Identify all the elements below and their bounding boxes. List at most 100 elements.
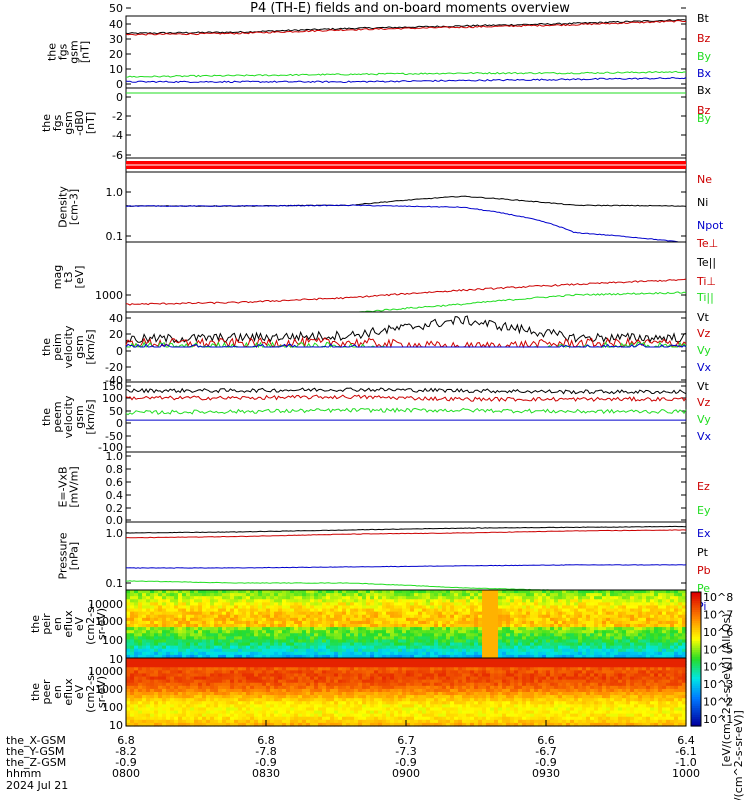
heat-cell bbox=[186, 593, 191, 597]
heat-cell bbox=[314, 651, 319, 656]
heat-cell bbox=[634, 685, 639, 690]
ylabel-peim_velocity-3: gsm bbox=[73, 335, 86, 358]
heat-cell bbox=[402, 676, 407, 681]
heat-cell bbox=[390, 642, 395, 647]
heat-cell bbox=[254, 633, 259, 637]
heat-cell bbox=[374, 676, 379, 681]
heat-cell bbox=[522, 620, 527, 625]
heat-cell bbox=[482, 692, 487, 696]
heat-cell bbox=[174, 614, 179, 619]
heat-cell bbox=[422, 645, 427, 650]
heat-cell bbox=[146, 670, 151, 675]
heat-cell bbox=[618, 617, 623, 622]
heat-cell bbox=[602, 685, 607, 690]
heat-cell bbox=[130, 602, 135, 607]
ytick-peem_velocity-4: -50 bbox=[105, 430, 123, 443]
heat-cell bbox=[346, 685, 351, 690]
heat-cell bbox=[674, 667, 679, 671]
heat-cell bbox=[526, 661, 531, 665]
heat-cell bbox=[598, 682, 603, 687]
heat-cell bbox=[574, 614, 579, 619]
heat-cell bbox=[626, 611, 631, 616]
heat-cell bbox=[514, 620, 519, 625]
heat-cell bbox=[558, 596, 563, 600]
heat-cell bbox=[638, 679, 643, 684]
heat-cell bbox=[206, 602, 211, 607]
heat-cell bbox=[562, 630, 567, 634]
heat-cell bbox=[310, 685, 315, 690]
heat-cell bbox=[154, 596, 159, 600]
heat-cell bbox=[294, 611, 299, 616]
heat-cell bbox=[258, 692, 263, 696]
heat-cell bbox=[390, 605, 395, 610]
heat-cell bbox=[346, 688, 351, 693]
heat-cell bbox=[194, 620, 199, 625]
heat-cell bbox=[526, 688, 531, 693]
heat-cell bbox=[634, 636, 639, 641]
heat-cell bbox=[406, 620, 411, 625]
heat-cell bbox=[650, 658, 655, 662]
heat-cell bbox=[586, 630, 591, 634]
heat-cell bbox=[526, 614, 531, 619]
heat-cell bbox=[250, 645, 255, 650]
heat-cell bbox=[322, 688, 327, 693]
heat-cell bbox=[258, 685, 263, 690]
heat-cell bbox=[518, 692, 523, 696]
heat-cell bbox=[522, 627, 527, 631]
heat-cell bbox=[590, 648, 595, 653]
heat-cell bbox=[474, 667, 479, 671]
heat-cell bbox=[154, 685, 159, 690]
heat-cell bbox=[506, 645, 511, 650]
heat-cell bbox=[434, 667, 439, 671]
heat-cell bbox=[390, 602, 395, 607]
heat-cell bbox=[426, 679, 431, 684]
heat-cell bbox=[382, 593, 387, 597]
heat-cell bbox=[670, 596, 675, 600]
heat-cell bbox=[142, 639, 147, 644]
heat-cell bbox=[270, 664, 275, 668]
heat-cell bbox=[582, 670, 587, 675]
heat-cell bbox=[178, 682, 183, 687]
heat-cell bbox=[502, 667, 507, 671]
heat-cell bbox=[406, 676, 411, 681]
heat-cell bbox=[402, 667, 407, 671]
heat-cell bbox=[326, 602, 331, 607]
heat-cell bbox=[278, 661, 283, 665]
heat-cell bbox=[366, 654, 371, 659]
heat-cell bbox=[362, 642, 367, 647]
heat-cell bbox=[354, 661, 359, 665]
heat-cell bbox=[482, 590, 487, 594]
heat-cell bbox=[598, 639, 603, 644]
heat-cell bbox=[202, 679, 207, 684]
heat-cell bbox=[538, 654, 543, 659]
heat-cell bbox=[214, 636, 219, 641]
heat-cell bbox=[338, 627, 343, 631]
heat-cell bbox=[678, 667, 683, 671]
heat-cell bbox=[178, 692, 183, 696]
heat-cell bbox=[246, 605, 251, 610]
heat-cell bbox=[610, 679, 615, 684]
heat-cell bbox=[390, 636, 395, 641]
heat-cell bbox=[626, 682, 631, 687]
heat-cell bbox=[190, 617, 195, 622]
heat-cell bbox=[602, 679, 607, 684]
heat-cell bbox=[614, 682, 619, 687]
heat-cell bbox=[174, 654, 179, 659]
heat-cell bbox=[134, 599, 139, 603]
heat-cell bbox=[430, 688, 435, 693]
heat-cell bbox=[650, 611, 655, 616]
heat-cell bbox=[318, 654, 323, 659]
heat-cell bbox=[670, 620, 675, 625]
heat-cell bbox=[530, 633, 535, 637]
heat-cell bbox=[214, 645, 219, 650]
heat-cell bbox=[338, 661, 343, 665]
ytick-temperature-0: 1000 bbox=[95, 289, 123, 302]
heat-cell bbox=[362, 611, 367, 616]
heat-cell bbox=[310, 670, 315, 675]
heat-cell bbox=[462, 614, 467, 619]
heat-cell bbox=[354, 651, 359, 656]
heat-cell bbox=[622, 685, 627, 690]
heat-cell bbox=[590, 620, 595, 625]
heat-cell bbox=[454, 639, 459, 644]
